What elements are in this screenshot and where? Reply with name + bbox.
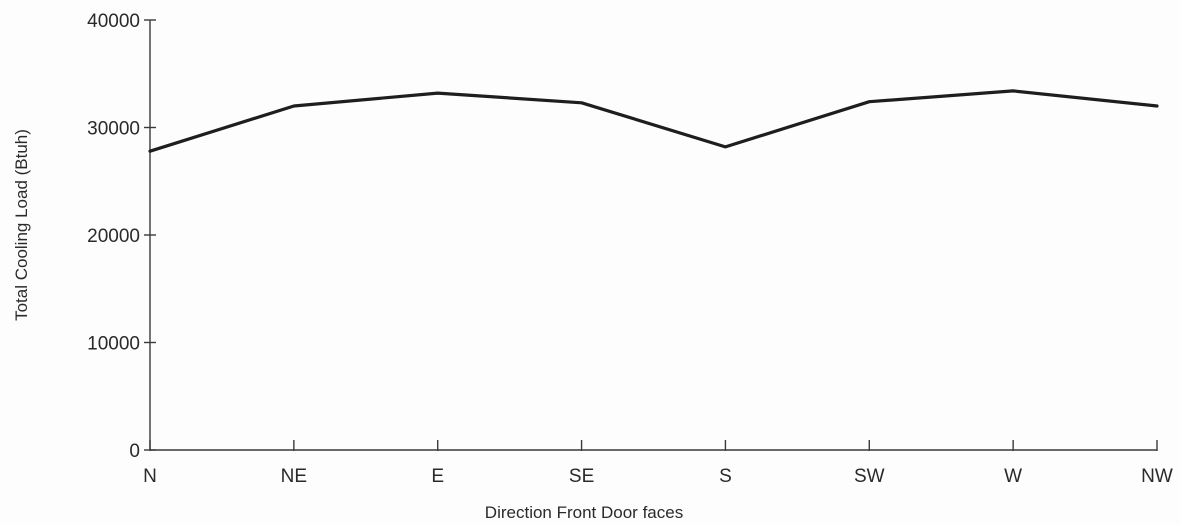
y-tick-label: 20000	[87, 226, 140, 247]
y-ticks: 0 10000 20000 30000 40000	[87, 11, 156, 462]
x-tick-label: SW	[854, 466, 885, 487]
x-tick-label: W	[1004, 466, 1022, 487]
y-tick-label: 10000	[87, 334, 140, 355]
x-tick-label: SE	[569, 466, 594, 487]
series-layer	[148, 89, 1159, 153]
x-tick-label: S	[719, 466, 732, 487]
x-axis-title: Direction Front Door faces	[485, 503, 683, 522]
series-line	[148, 89, 1159, 153]
x-tick-label: NW	[1141, 466, 1173, 487]
y-axis-title: Total Cooling Load (Btuh)	[12, 129, 31, 321]
axes	[149, 20, 1157, 451]
x-tick-label: E	[431, 466, 444, 487]
y-tick-label: 30000	[87, 119, 140, 140]
y-tick-label: 0	[129, 441, 140, 462]
x-tick-label: N	[143, 466, 157, 487]
y-tick-label: 40000	[87, 11, 140, 32]
x-tick-label: NE	[281, 466, 307, 487]
x-ticks: N NE E SE S SW W NW	[143, 440, 1173, 487]
